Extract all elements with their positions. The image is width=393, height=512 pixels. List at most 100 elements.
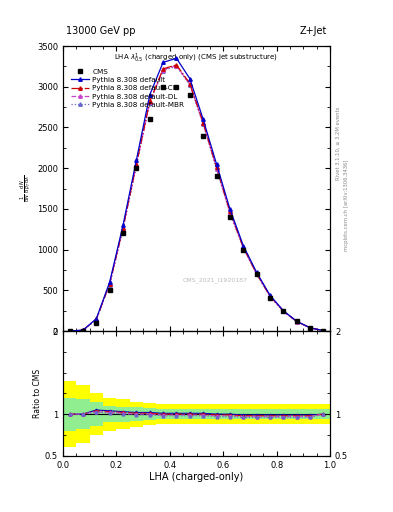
Pythia 8.308 default-CD [214, 164, 219, 170]
Line: Pythia 8.308 default-MBR: Pythia 8.308 default-MBR [68, 65, 325, 333]
Pythia 8.308 default-DL [268, 293, 272, 299]
Pythia 8.308 default [241, 243, 246, 249]
X-axis label: LHA (charged-only): LHA (charged-only) [149, 472, 244, 482]
Pythia 8.308 default-CD [161, 66, 165, 72]
Pythia 8.308 default [161, 59, 165, 66]
Pythia 8.308 default-MBR [294, 318, 299, 325]
Pythia 8.308 default-DL [134, 162, 139, 168]
Pythia 8.308 default-DL [161, 67, 165, 73]
CMS [187, 92, 192, 98]
CMS [201, 133, 206, 139]
CMS [161, 84, 165, 90]
Pythia 8.308 default-CD [281, 308, 286, 314]
Pythia 8.308 default-MBR [281, 308, 286, 314]
Pythia 8.308 default-MBR [81, 327, 85, 333]
Pythia 8.308 default [281, 308, 286, 314]
Pythia 8.308 default-DL [308, 325, 312, 331]
CMS [121, 230, 125, 237]
CMS [228, 214, 232, 220]
Pythia 8.308 default [94, 316, 99, 322]
Pythia 8.308 default-MBR [174, 63, 179, 70]
Pythia 8.308 default-MBR [134, 163, 139, 169]
Pythia 8.308 default-CD [147, 98, 152, 104]
Legend: CMS, Pythia 8.308 default, Pythia 8.308 default-CD, Pythia 8.308 default-DL, Pyt: CMS, Pythia 8.308 default, Pythia 8.308 … [69, 67, 186, 110]
Pythia 8.308 default-DL [214, 165, 219, 172]
Pythia 8.308 default-MBR [268, 293, 272, 300]
Pythia 8.308 default-DL [174, 62, 179, 69]
Pythia 8.308 default [134, 157, 139, 163]
Pythia 8.308 default-CD [174, 62, 179, 68]
Pythia 8.308 default-DL [254, 271, 259, 277]
Pythia 8.308 default [294, 318, 299, 324]
Pythia 8.308 default-CD [107, 281, 112, 287]
Pythia 8.308 default-MBR [94, 316, 99, 323]
Text: Z+Jet: Z+Jet [300, 26, 327, 36]
Pythia 8.308 default-CD [201, 119, 206, 125]
Text: LHA $\lambda^{1}_{0.5}$ (charged only) (CMS jet substructure): LHA $\lambda^{1}_{0.5}$ (charged only) (… [114, 52, 279, 65]
Pythia 8.308 default-DL [201, 120, 206, 126]
Pythia 8.308 default-MBR [254, 271, 259, 278]
Pythia 8.308 default [174, 55, 179, 61]
Pythia 8.308 default-CD [228, 208, 232, 215]
CMS [81, 328, 85, 334]
Y-axis label: $\frac{1}{\mathrm{d}N}\ \frac{\mathrm{d}N}{\mathrm{d}p_T\,\mathrm{d}\lambda}$: $\frac{1}{\mathrm{d}N}\ \frac{\mathrm{d}… [19, 175, 34, 202]
Pythia 8.308 default-CD [294, 318, 299, 325]
Line: CMS: CMS [68, 85, 325, 333]
CMS [174, 84, 179, 90]
Pythia 8.308 default [81, 327, 85, 333]
Pythia 8.308 default-MBR [161, 68, 165, 74]
CMS [321, 328, 326, 334]
Line: Pythia 8.308 default-CD: Pythia 8.308 default-CD [68, 63, 325, 333]
Text: Rivet 3.1.10, ≥ 3.2M events: Rivet 3.1.10, ≥ 3.2M events [336, 106, 341, 180]
Pythia 8.308 default-MBR [187, 82, 192, 88]
Pythia 8.308 default-DL [187, 81, 192, 88]
Pythia 8.308 default [147, 92, 152, 98]
CMS [134, 165, 139, 172]
Pythia 8.308 default [214, 161, 219, 167]
Y-axis label: Ratio to CMS: Ratio to CMS [33, 369, 42, 418]
Pythia 8.308 default-CD [94, 316, 99, 322]
Line: Pythia 8.308 default: Pythia 8.308 default [68, 56, 325, 333]
Pythia 8.308 default-MBR [308, 325, 312, 331]
CMS [147, 116, 152, 122]
Pythia 8.308 default [254, 269, 259, 275]
Pythia 8.308 default [228, 206, 232, 212]
Pythia 8.308 default-MBR [147, 100, 152, 106]
Pythia 8.308 default [187, 76, 192, 82]
Text: CMS_2021_I1920187: CMS_2021_I1920187 [183, 277, 248, 283]
Text: mcplots.cern.ch [arXiv:1306.3436]: mcplots.cern.ch [arXiv:1306.3436] [344, 159, 349, 250]
Pythia 8.308 default-DL [294, 318, 299, 325]
CMS [254, 271, 259, 277]
Pythia 8.308 default-MBR [201, 121, 206, 127]
Pythia 8.308 default-MBR [214, 166, 219, 172]
CMS [281, 308, 286, 314]
Pythia 8.308 default-MBR [121, 226, 125, 232]
Pythia 8.308 default-CD [254, 270, 259, 276]
Pythia 8.308 default-CD [134, 161, 139, 167]
Pythia 8.308 default-DL [107, 281, 112, 287]
Pythia 8.308 default-CD [268, 293, 272, 299]
Pythia 8.308 default-CD [321, 328, 326, 334]
Pythia 8.308 default-CD [81, 327, 85, 333]
Pythia 8.308 default-MBR [228, 210, 232, 216]
Pythia 8.308 default-CD [241, 244, 246, 250]
Pythia 8.308 default [107, 279, 112, 285]
Pythia 8.308 default [201, 116, 206, 122]
Pythia 8.308 default-DL [321, 328, 326, 334]
CMS [308, 325, 312, 331]
Pythia 8.308 default [308, 325, 312, 331]
Pythia 8.308 default-MBR [241, 245, 246, 251]
Pythia 8.308 default-CD [121, 225, 125, 231]
Pythia 8.308 default-DL [281, 308, 286, 314]
CMS [268, 295, 272, 302]
Pythia 8.308 default [121, 222, 125, 228]
Pythia 8.308 default-CD [308, 325, 312, 331]
Pythia 8.308 default-DL [228, 209, 232, 215]
Pythia 8.308 default [67, 328, 72, 334]
Text: 13000 GeV pp: 13000 GeV pp [66, 26, 135, 36]
Pythia 8.308 default [321, 328, 326, 334]
Pythia 8.308 default-DL [67, 328, 72, 334]
Pythia 8.308 default-DL [94, 316, 99, 323]
CMS [94, 320, 99, 326]
Pythia 8.308 default-DL [81, 327, 85, 333]
